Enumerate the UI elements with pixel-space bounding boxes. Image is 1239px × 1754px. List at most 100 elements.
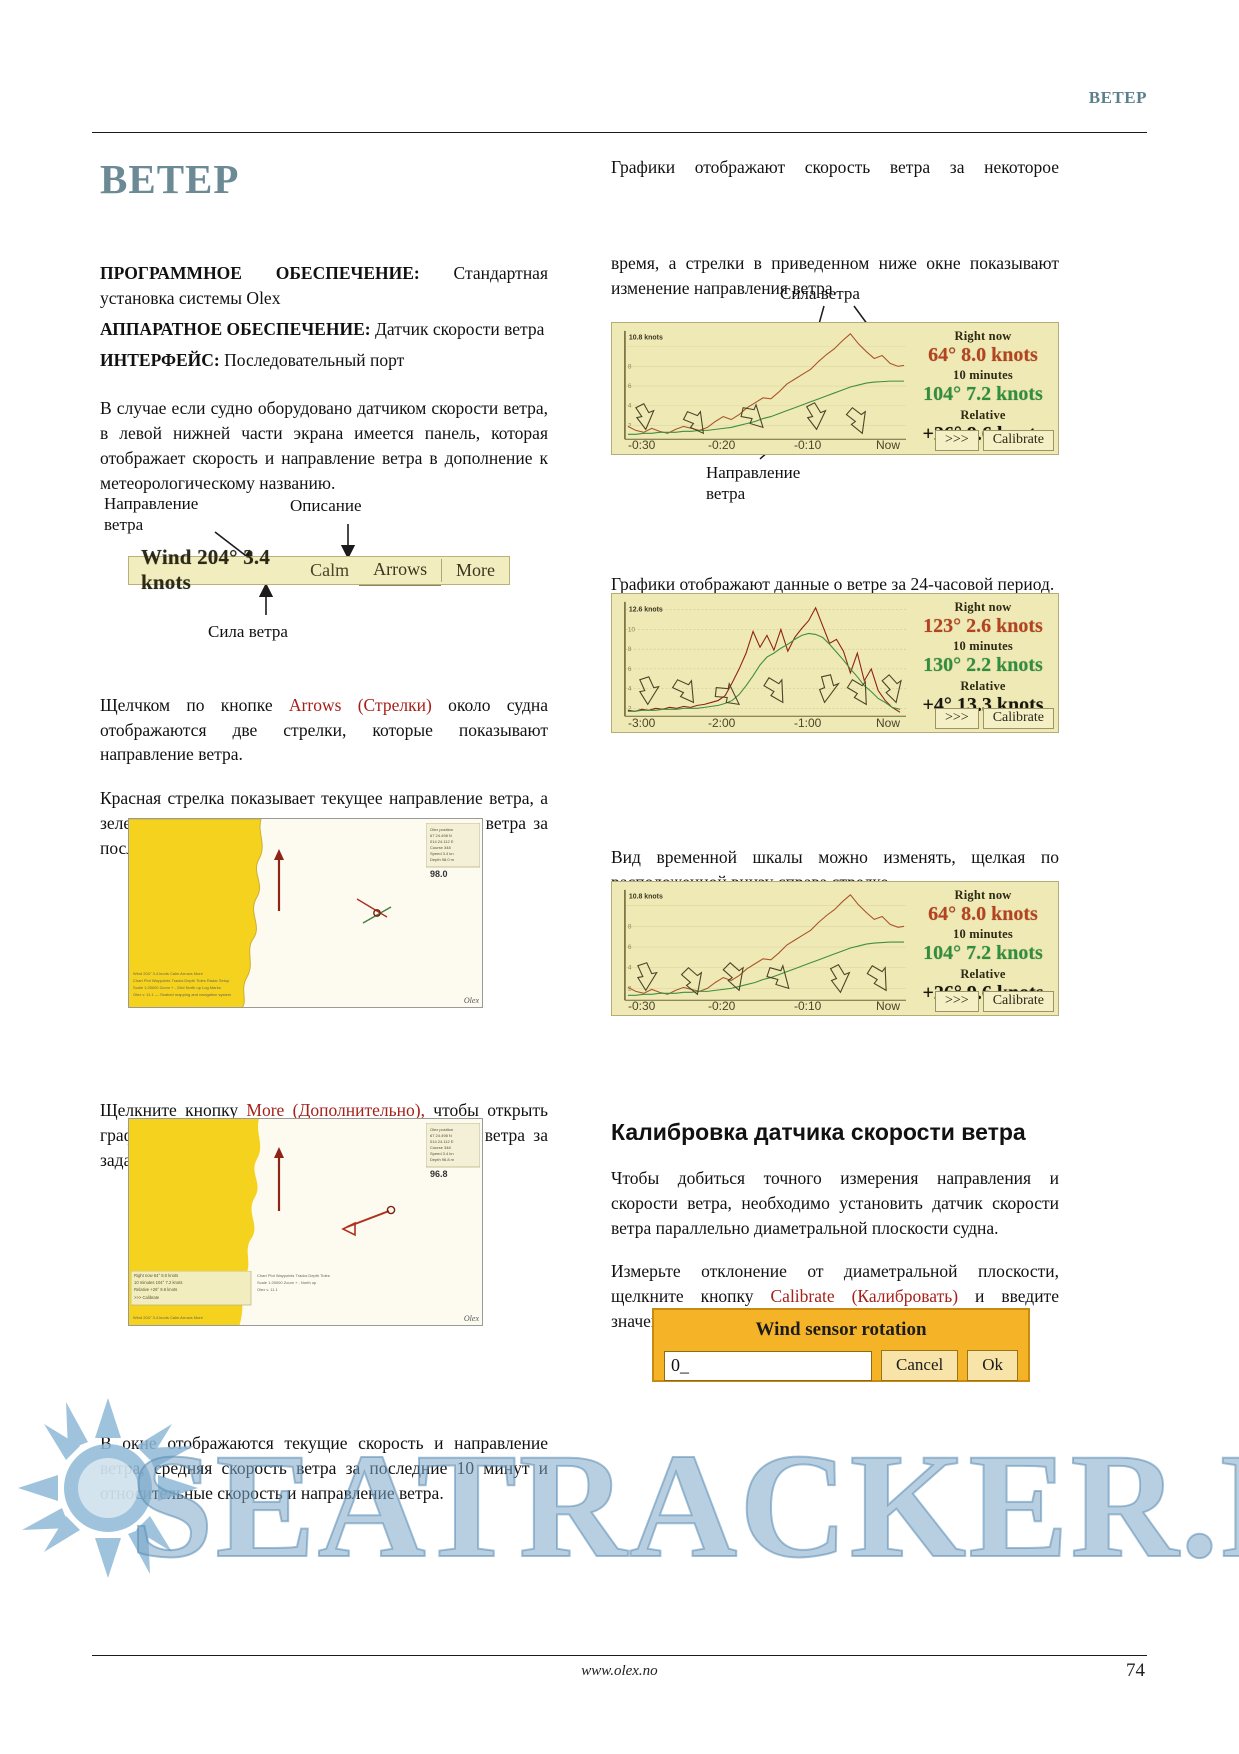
- wind-graph-xaxis-3: -0:30 -0:20 -0:10 Now: [612, 997, 908, 1013]
- svg-text:Olex v. 11.1 — Seabed mapping: Olex v. 11.1 — Seabed mapping and naviga…: [133, 992, 232, 997]
- wind-sensor-rotation-dialog[interactable]: Wind sensor rotation 0_ Cancel Ok: [652, 1308, 1030, 1382]
- readout-avg-value-2: 130° 2.2 knots: [923, 654, 1043, 677]
- svg-text:8: 8: [628, 363, 632, 370]
- readout-now-value-2: 123° 2.6 knots: [923, 615, 1043, 637]
- svg-text:Wind 204° 3.4 knots Calm A: Wind 204° 3.4 knots Calm Arrows More: [133, 1315, 204, 1320]
- footer-url: www.olex.no: [581, 1663, 658, 1679]
- svg-text:Relative +26° 9.6 knots: Relative +26° 9.6 knots: [134, 1287, 177, 1292]
- xtick3-4: Now: [876, 999, 901, 1013]
- footer-rule: [92, 1655, 1147, 1656]
- svg-text:Scale 1:25000 Zoom + - G: Scale 1:25000 Zoom + - Grid North up Log…: [133, 985, 221, 990]
- paragraph-graphs-intro: Графики отображают скорость ветра за нек…: [611, 157, 1059, 177]
- wind-graph-widget-2[interactable]: 12.6 knots 10 8 6 4 2 -3:00 -2:00: [611, 593, 1059, 733]
- readout-avg-label-3: 10 minutes: [953, 927, 1013, 942]
- svg-text:10.8 knots: 10.8 knots: [629, 894, 663, 901]
- readout-rel-label-2: Relative: [960, 678, 1006, 693]
- timescale-next-button-1[interactable]: >>>: [935, 430, 979, 451]
- xtick2-4: Now: [876, 716, 901, 730]
- cancel-button[interactable]: Cancel: [881, 1350, 959, 1381]
- olex-watermark-label-2: Olex: [463, 1314, 479, 1323]
- svg-text:6: 6: [628, 944, 632, 951]
- svg-text:98.0: 98.0: [430, 869, 448, 879]
- svg-text:Scale 1:25000 Zoom + - N: Scale 1:25000 Zoom + - North up: [257, 1280, 317, 1285]
- timescale-next-button-3[interactable]: >>>: [935, 991, 979, 1012]
- paragraph-calibration-1: Чтобы добиться точного измерения направл…: [611, 1167, 1059, 1238]
- calibrate-button-1[interactable]: Calibrate: [982, 430, 1054, 451]
- wind-graph-plot-2: 12.6 knots 10 8 6 4 2 -3:00 -2:00: [612, 594, 908, 732]
- readout-now-label-1: Right now: [954, 329, 1012, 343]
- paragraph-intro: В случае если судно оборудовано датчиком…: [100, 398, 548, 493]
- svg-text:10 minutes 104° 7.2 knots: 10 minutes 104° 7.2 knots: [134, 1280, 182, 1285]
- svg-text:Speed 3.4 kn: Speed 3.4 kn: [430, 851, 454, 856]
- calibrate-button-2[interactable]: Calibrate: [982, 708, 1054, 729]
- xtick3-3: -0:10: [794, 999, 822, 1013]
- rotation-input[interactable]: 0_: [664, 1350, 873, 1381]
- xtick-1: -0:30: [628, 438, 656, 452]
- para-calib-pre: Измерьте отклонение от диаметральной пло…: [611, 1261, 1059, 1307]
- svg-text:Olex position: Olex position: [430, 827, 453, 832]
- paragraph-arrows: Щелчком по кнопке Arrows (Стрелки) около…: [100, 693, 548, 768]
- svg-text:10: 10: [628, 626, 636, 633]
- svg-text:Depth 96.8 m: Depth 96.8 m: [430, 1157, 455, 1162]
- readout-now-label-2: Right now: [954, 600, 1012, 614]
- svg-text:Speed 3.4 kn: Speed 3.4 kn: [430, 1151, 454, 1156]
- calibrate-button-3[interactable]: Calibrate: [982, 991, 1054, 1012]
- arrows-button[interactable]: Arrows: [359, 555, 442, 586]
- link-arrows: Arrows (Стрелки): [288, 694, 432, 715]
- svg-text:014 24.112 E: 014 24.112 E: [430, 1139, 454, 1144]
- para-arrows-pre: Щелчком по кнопке: [100, 694, 289, 715]
- dialog-title: Wind sensor rotation: [755, 1319, 927, 1340]
- svg-text:4: 4: [628, 686, 632, 693]
- svg-text:Course 348: Course 348: [430, 1145, 451, 1150]
- wind-readout-text: Wind 204° 3.4 knots: [141, 545, 271, 594]
- svg-text:8: 8: [628, 923, 632, 930]
- svg-text:67 24.498 N: 67 24.498 N: [430, 833, 452, 838]
- olex-watermark-label: Olex: [463, 996, 479, 1005]
- svg-text:Wind 204° 3.4 knots Calm A: Wind 204° 3.4 knots Calm Arrows More: [133, 971, 204, 976]
- wind-status-bar-widget[interactable]: Wind 204° 3.4 knots Calm Arrows More: [128, 545, 510, 594]
- callout-wind-force: Сила ветра: [208, 622, 288, 641]
- map-status-strip: Wind 204° 3.4 knots Calm Arrows More Cha…: [133, 971, 232, 997]
- xtick-4: Now: [876, 438, 901, 452]
- spec-hardware: АППАРАТНОЕ ОБЕСПЕЧЕНИЕ: Датчик скорости …: [100, 317, 548, 342]
- svg-text:>>> Calibrate: >>> Calibrate: [134, 1295, 160, 1300]
- svg-text:Olex v. 11.1: Olex v. 11.1: [257, 1287, 279, 1292]
- right-column: Графики отображают скорость ветра за нек…: [611, 155, 1059, 1376]
- chart-screenshot-arrows[interactable]: Olex position 67 24.498 N 014 24.112 E Cou…: [128, 818, 483, 1008]
- windbar-separator: [441, 559, 442, 582]
- callout-graph-wind-force: Сила ветра: [780, 284, 860, 303]
- spec-hardware-label: АППАРАТНОЕ ОБЕСПЕЧЕНИЕ:: [100, 318, 371, 339]
- header-rule: [92, 132, 1147, 133]
- readout-avg-label-2: 10 minutes: [953, 639, 1013, 654]
- svg-text:2: 2: [628, 422, 632, 429]
- wind-graph-buttons-1[interactable]: >>> Calibrate: [935, 430, 1054, 451]
- svg-text:4: 4: [628, 965, 632, 972]
- wind-graph-xaxis-2: -3:00 -2:00 -1:00 Now: [612, 714, 908, 730]
- svg-text:96.8: 96.8: [430, 1169, 448, 1179]
- link-more: More (Дополнительно),: [246, 1099, 425, 1120]
- more-button[interactable]: More: [456, 559, 495, 580]
- map-status-strip-2: Right now 64° 8.0 knots 10 minutes 104° …: [131, 1271, 330, 1320]
- page-number: 74: [1126, 1660, 1145, 1681]
- svg-text:Right now 64° 8.0 knots: Right now 64° 8.0 knots: [134, 1273, 178, 1278]
- ok-button[interactable]: Ok: [967, 1350, 1018, 1381]
- wind-graph-buttons-3[interactable]: >>> Calibrate: [935, 991, 1054, 1012]
- link-calibrate: Calibrate (Калибровать): [770, 1286, 959, 1307]
- svg-text:2: 2: [628, 705, 632, 712]
- readout-avg-value-1: 104° 7.2 knots: [923, 383, 1043, 406]
- wind-graph-buttons-2[interactable]: >>> Calibrate: [935, 708, 1054, 729]
- spec-software-label: ПРОГРАММНОЕ ОБЕСПЕЧЕНИЕ:: [100, 263, 420, 283]
- timescale-next-button-2[interactable]: >>>: [935, 708, 979, 729]
- chapter-title: ВЕТЕР: [100, 156, 240, 202]
- svg-text:4: 4: [628, 403, 632, 410]
- chart-screenshot-more-panel[interactable]: Olex position 67 24.498 N 014 24.112 E Cou…: [128, 1118, 483, 1326]
- xtick3-1: -0:30: [628, 999, 656, 1013]
- para-arrows-post: около судна отображаются две стрелки, ко…: [100, 694, 548, 765]
- spec-software-value: Стандартная установка системы Olex: [100, 263, 549, 308]
- callout-graph-wind-direction: Направление ветра: [706, 463, 801, 504]
